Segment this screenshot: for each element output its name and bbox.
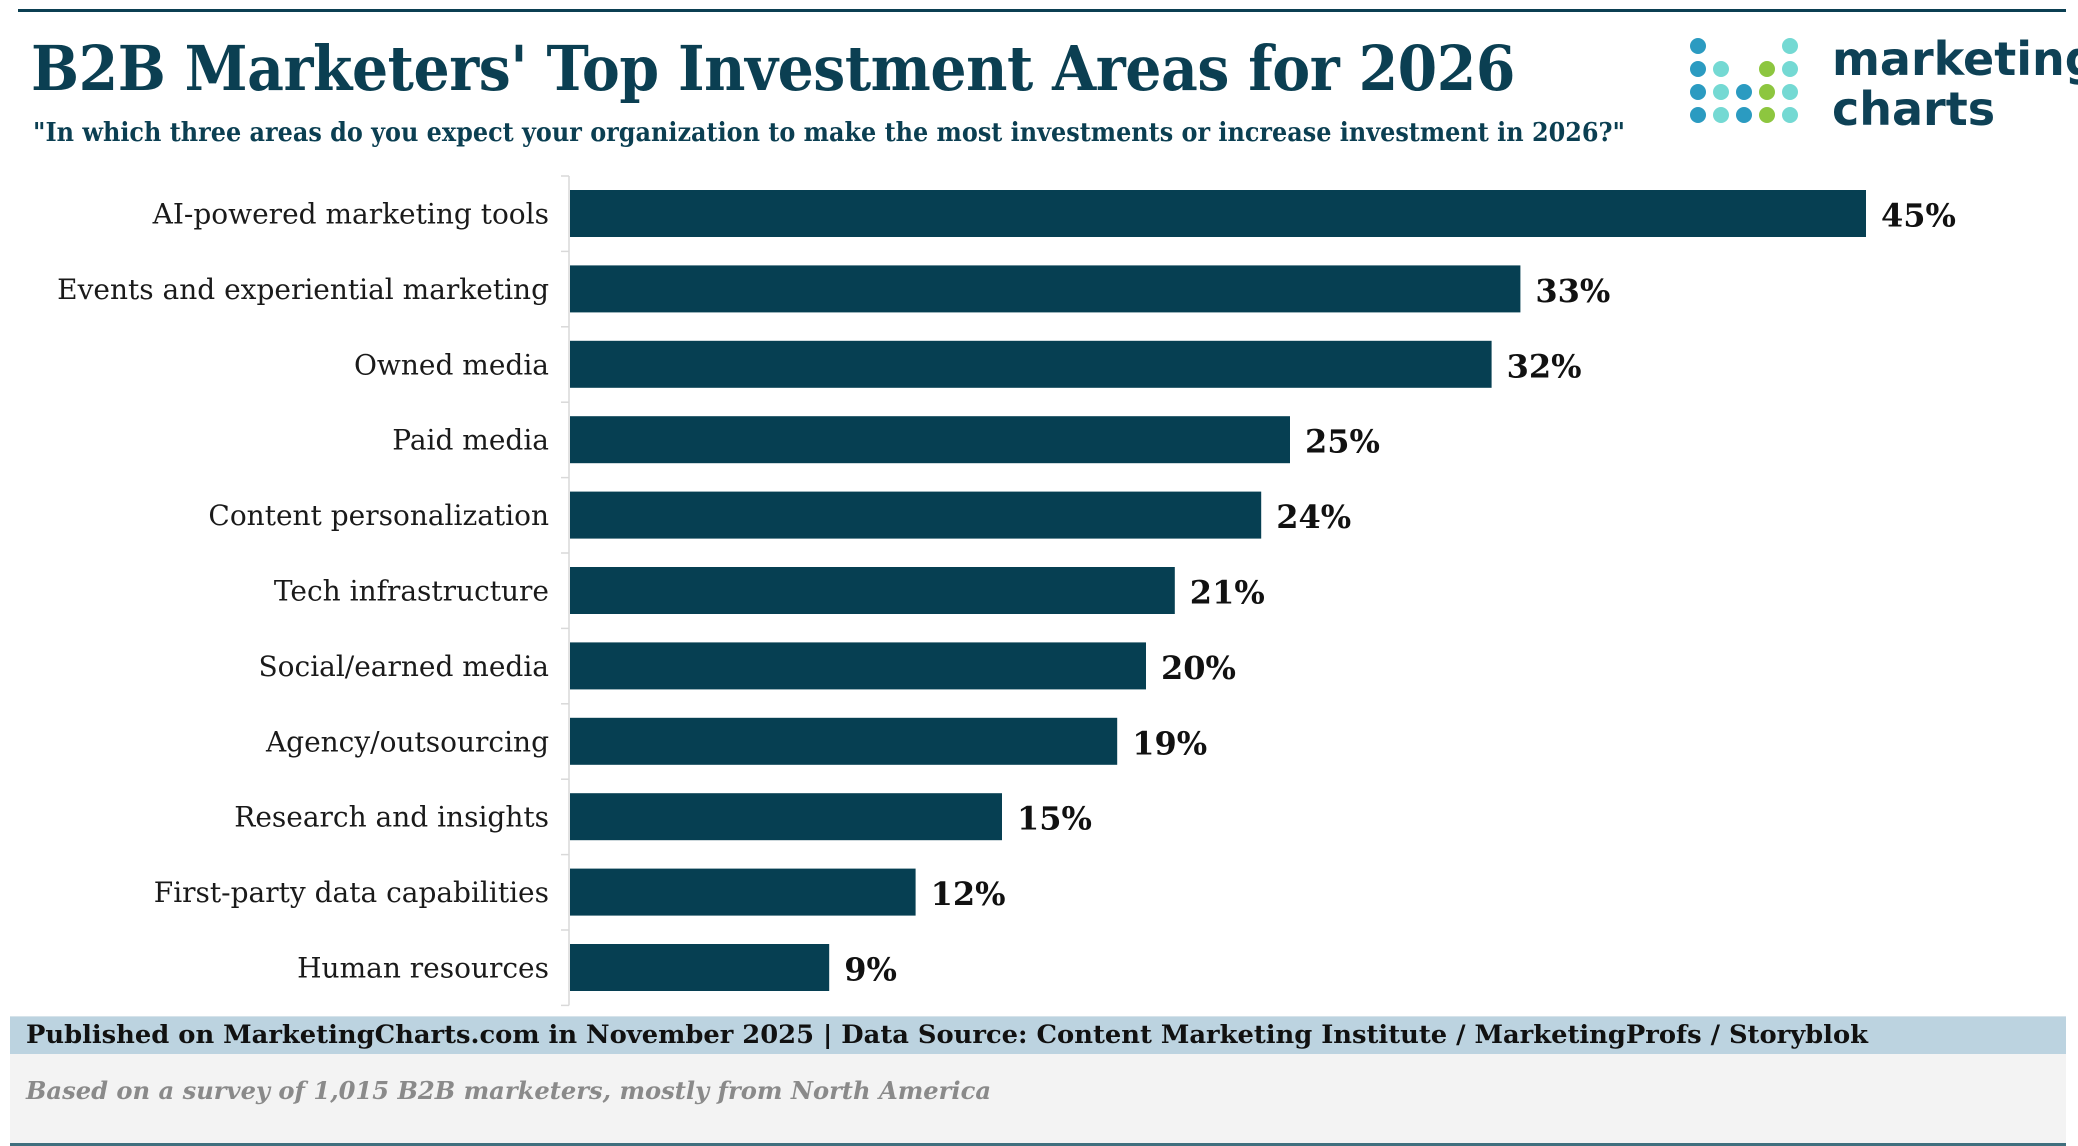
logo-dot [1713,107,1729,123]
bars [570,190,1866,991]
value-label: 33% [1535,272,1610,310]
note-bar: Based on a survey of 1,015 B2B marketers… [10,1054,2066,1144]
bottom-rule [10,1143,2066,1146]
logo-line-1: marketing [1832,32,2078,86]
logo-dot [1759,84,1775,100]
category-label: Events and experiential marketing [57,273,549,306]
bar [570,265,1521,313]
category-label: Content personalization [208,499,549,532]
value-label: 24% [1276,498,1351,536]
category-label: Paid media [392,424,549,457]
logo-dot [1713,61,1729,77]
chart-title: B2B Marketers' Top Investment Areas for … [31,32,1515,105]
category-label: Tech infrastructure [274,575,549,608]
marketing-charts-logo: marketing charts [1690,34,2078,148]
bar [570,944,830,991]
value-label: 32% [1507,347,1582,385]
logo-dot [1782,84,1798,100]
source-text: Published on MarketingCharts.com in Nove… [26,1020,1868,1049]
value-labels: 45% 33% 32% 25% 24% 21% 20% 19% 15% 12% 9% [844,197,1956,989]
category-label: Agency/outsourcing [265,725,549,758]
logo-dot [1690,61,1706,77]
value-label: 25% [1305,423,1380,461]
value-label: 21% [1190,574,1265,612]
chart-subtitle: "In which three areas do you expect your… [33,118,1625,148]
logo-dot [1690,107,1706,123]
bar [570,717,1118,765]
value-label: 19% [1132,724,1207,762]
bar [570,190,1866,237]
dot-matrix-logo-icon [1690,38,1810,148]
logo-dot [1690,38,1706,54]
logo-dot [1782,38,1798,54]
bar [570,868,916,916]
logo-dot [1736,84,1752,100]
logo-dot [1782,61,1798,77]
logo-dot [1713,84,1729,100]
category-label: AI-powered marketing tools [152,198,549,231]
top-rule [18,9,2066,12]
bar [570,793,1002,841]
logo-dot [1759,107,1775,123]
logo-dot [1759,61,1775,77]
category-label: First-party data capabilities [154,876,549,909]
source-bar: Published on MarketingCharts.com in Nove… [10,1016,2066,1054]
bar [570,642,1146,690]
value-label: 12% [931,875,1006,913]
category-label: Research and insights [234,801,549,834]
bar [570,491,1262,539]
logo-line-2: charts [1832,82,1996,136]
value-label: 20% [1161,649,1236,687]
value-label: 15% [1017,800,1092,838]
category-label: Owned media [354,348,549,381]
bar [570,567,1175,614]
logo-dot [1782,107,1798,123]
category-label: Social/earned media [258,650,549,683]
category-label: Human resources [297,952,549,985]
bar [570,416,1290,464]
survey-note: Based on a survey of 1,015 B2B marketers… [26,1076,991,1105]
category-labels: AI-powered marketing tools Events and exp… [57,198,549,985]
logo-wordmark: marketing charts [1832,34,2078,134]
value-label: 45% [1881,197,1956,235]
logo-dot [1690,84,1706,100]
value-label: 9% [844,951,897,989]
bar [570,340,1492,388]
category-axis [561,175,570,1007]
logo-dot [1736,107,1752,123]
